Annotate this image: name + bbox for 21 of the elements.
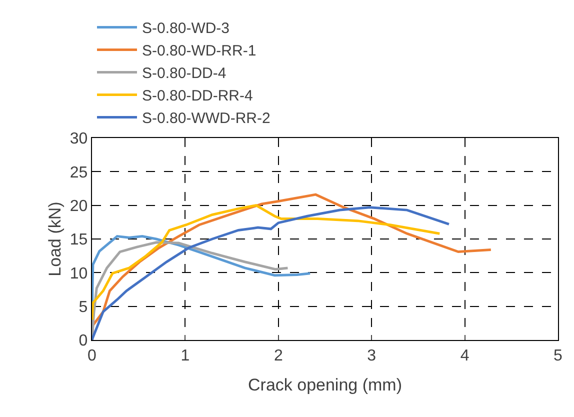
x-axis-title: Crack opening (mm) xyxy=(248,376,402,395)
x-tick-label: 3 xyxy=(367,347,376,364)
y-tick-label: 20 xyxy=(70,198,88,215)
y-tick-label: 5 xyxy=(78,298,88,316)
legend-label: S-0.80-DD-RR-4 xyxy=(142,88,253,105)
y-tick-label: 25 xyxy=(70,164,88,182)
x-tick-label: 4 xyxy=(460,347,470,364)
legend-label: S-0.80-DD-4 xyxy=(142,65,226,82)
x-tick-label: 2 xyxy=(274,347,283,364)
y-tick-label: 30 xyxy=(70,130,88,148)
line-series xyxy=(92,206,450,340)
x-tick-label: 1 xyxy=(180,347,190,364)
legend-label: S-0.80-WD-RR-1 xyxy=(142,42,256,60)
y-tick-label: 15 xyxy=(70,232,88,249)
y-axis-title: Load (kN) xyxy=(45,202,64,276)
line-series xyxy=(92,204,441,322)
y-tick-label: 0 xyxy=(78,332,88,350)
legend-label: S-0.80-WD-3 xyxy=(142,20,230,38)
legend-label: S-0.80-WWD-RR-2 xyxy=(142,110,270,128)
x-tick-label: 5 xyxy=(554,347,563,364)
y-tick-label: 10 xyxy=(70,265,88,282)
